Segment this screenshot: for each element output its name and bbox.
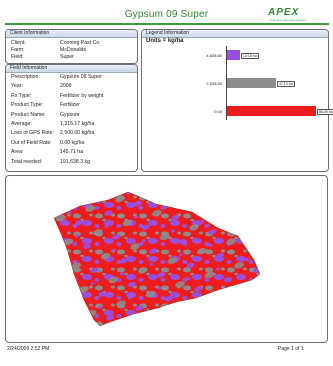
field-info-value: 145.71 ha xyxy=(60,149,84,156)
legend-bar-value: 85.09 ha xyxy=(316,109,333,115)
field-info-header: Field Information xyxy=(6,65,137,73)
header-divider xyxy=(5,23,329,25)
legend-tick-label: 0.00 xyxy=(214,109,222,114)
field-info-value: 2,500.00 kg/ha xyxy=(60,130,95,137)
logo-subtext: precision farming software xyxy=(270,19,307,22)
field-info-value: 0.00 kg/ha xyxy=(60,139,85,146)
legend-bar xyxy=(226,78,276,88)
field-info-label: Year: xyxy=(11,83,23,90)
print-date: 2/24/2009 2:52 PM xyxy=(7,346,50,352)
legend-axis xyxy=(226,46,227,120)
field-info-label: Prescription: xyxy=(11,74,40,80)
field-info-value: Gypsum xyxy=(60,111,80,118)
farm-value: McDonalds xyxy=(60,47,86,53)
field-info-value: Gypsum 09 Super xyxy=(60,74,102,80)
field-info-label: Loss of GPS Rate: xyxy=(11,130,54,137)
legend-bar xyxy=(226,106,316,116)
legend-panel: Legend Information Units = kg/ha 4,828.6… xyxy=(141,29,333,182)
field-info-label: Product Name: xyxy=(11,111,46,118)
client-value: Cooning Past Co xyxy=(60,40,100,46)
units-title: Units = kg/ha xyxy=(146,38,184,44)
legend-tick-label: 2,528.60 xyxy=(206,81,222,86)
farm-label: Farm: xyxy=(11,47,25,53)
page-number: Page 1 of 1 xyxy=(278,346,304,352)
client-info-header: Client Information xyxy=(6,30,137,38)
field-value: Super xyxy=(60,54,74,60)
legend-tick-label: 4,828.60 xyxy=(206,53,222,58)
legend-header: Legend Information xyxy=(142,30,328,38)
field-info-panel: Field Information Prescription: Gypsum 09… xyxy=(5,64,138,172)
client-label: Client: xyxy=(11,40,26,46)
apex-logo: APEX xyxy=(268,7,300,18)
legend-bar-value: 47.13 ha xyxy=(276,81,295,87)
field-info-label: Rx Type: xyxy=(11,92,32,99)
field-info-label: Out of Field Rate: xyxy=(11,139,52,146)
field-info-value: Fertilizer xyxy=(60,102,80,109)
prescription-map xyxy=(53,191,261,327)
field-info-value: 2009 xyxy=(60,83,72,90)
legend-bar-value: 13.18 ha xyxy=(240,53,259,59)
field-info-value: 1,315.17 kg/ha xyxy=(60,121,95,127)
client-info-panel: Client Information Client: Cooning Past … xyxy=(5,29,138,64)
field-label: Field: xyxy=(11,54,24,60)
report-title: Gypsum 09 Super xyxy=(124,9,209,20)
legend-bar xyxy=(226,50,240,60)
field-info-label: Total needed: xyxy=(11,158,43,165)
field-info-label: Average: xyxy=(11,121,32,127)
map-panel xyxy=(5,175,328,343)
field-info-value: Fertilizer by weight xyxy=(60,92,104,99)
field-info-label: Product Type: xyxy=(11,102,43,109)
field-info-value: 191,638.3 kg xyxy=(60,158,90,165)
field-info-label: Area: xyxy=(11,149,24,156)
